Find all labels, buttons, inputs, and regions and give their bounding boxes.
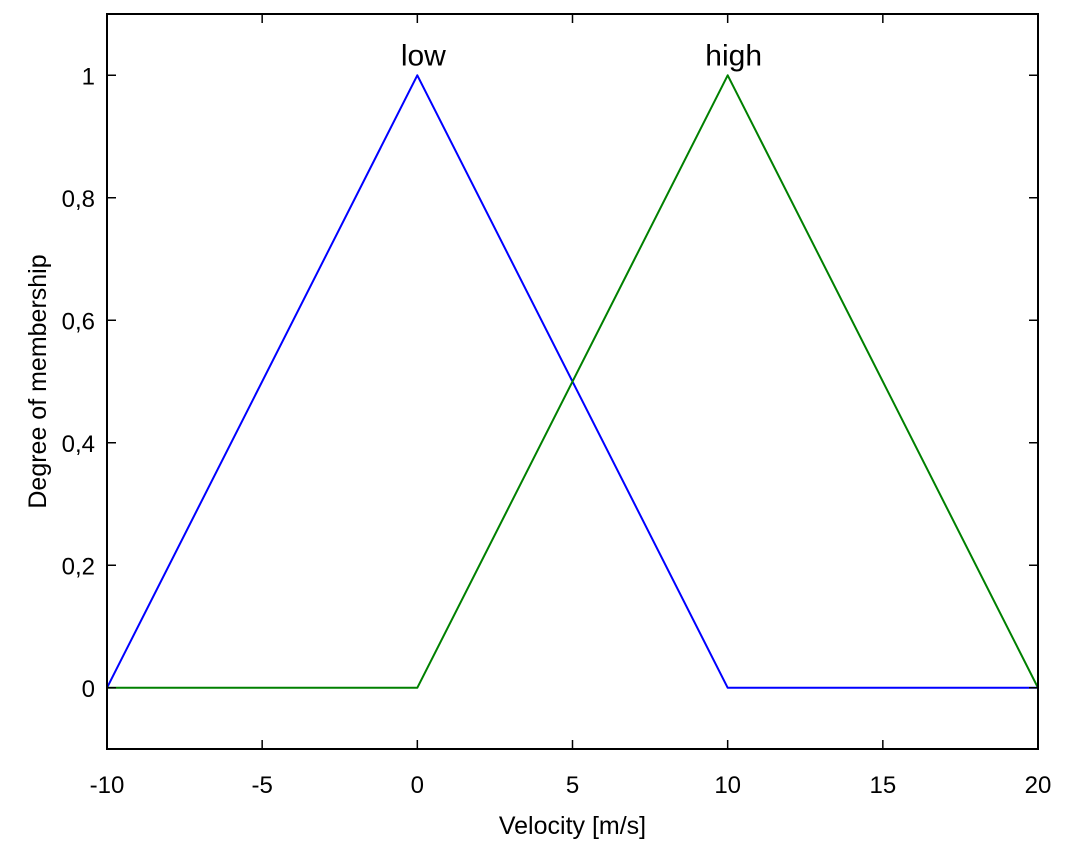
y-tick-label: 0,4	[62, 431, 95, 458]
x-tick-label: 0	[411, 772, 424, 799]
y-tick-label: 1	[82, 63, 95, 90]
x-axis-ticks: -10 -5 0 5 10 15 20	[90, 14, 1052, 799]
series-label-high: high	[705, 39, 762, 72]
y-tick-label: 0	[82, 676, 95, 703]
series-labels: low high	[401, 39, 762, 72]
x-tick-label: -5	[251, 772, 272, 799]
series-line-high	[107, 74, 1039, 689]
y-tick-label: 0,6	[62, 308, 95, 335]
x-axis-label: Velocity [m/s]	[499, 812, 646, 840]
y-tick-label: 0,8	[62, 186, 95, 213]
x-tick-label: 15	[869, 772, 896, 799]
x-tick-label: -10	[90, 772, 125, 799]
series-label-low: low	[401, 39, 446, 72]
x-tick-label: 10	[714, 772, 741, 799]
y-tick-label: 0,2	[62, 553, 95, 580]
y-axis-ticks: 0 0,2 0,4 0,6 0,8 1	[62, 63, 1038, 703]
y-axis-label: Degree of membership	[24, 254, 52, 508]
series-layer	[106, 74, 1039, 689]
x-tick-label: 5	[566, 772, 579, 799]
x-tick-label: 20	[1025, 772, 1052, 799]
